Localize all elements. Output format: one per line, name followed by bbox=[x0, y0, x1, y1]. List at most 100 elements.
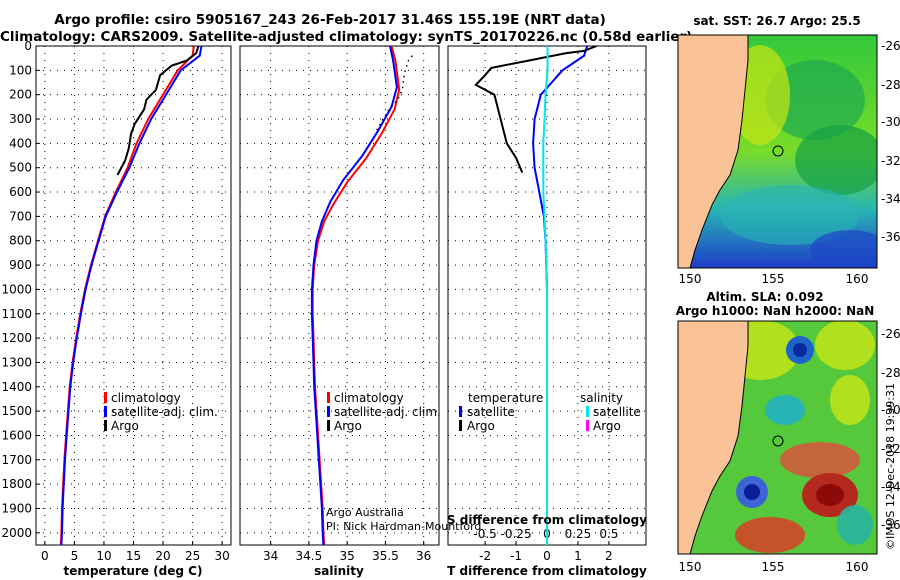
y-tick-label: 1600 bbox=[1, 428, 32, 442]
x-tick-label: 34 bbox=[263, 549, 278, 563]
legend-label-climatology: climatology bbox=[334, 391, 404, 405]
x-tick-label: -1 bbox=[510, 549, 522, 563]
map-lon-tick: 160 bbox=[846, 560, 869, 574]
map-lat-tick: -30 bbox=[881, 115, 900, 129]
legend-swatch-sal-satellite bbox=[586, 406, 589, 417]
series-line-argo-temperature bbox=[474, 45, 597, 173]
x-tick-label: 36 bbox=[416, 549, 431, 563]
sla-map: Altim. SLA: 0.092 Argo h1000: NaN h2000:… bbox=[676, 290, 900, 574]
map-lat-tick: -32 bbox=[881, 154, 900, 168]
x2-tick-label: 0.25 bbox=[565, 527, 592, 541]
axis-label-temperature: temperature (deg C) bbox=[64, 564, 203, 578]
legend-label-temp-argo: Argo bbox=[467, 419, 495, 433]
x-tick-label: 1 bbox=[574, 549, 582, 563]
x-tick-label: 15 bbox=[126, 549, 141, 563]
x-tick-label: 30 bbox=[214, 549, 229, 563]
map-lat-tick: -26 bbox=[881, 327, 900, 341]
legend-swatch-sal-argo bbox=[586, 420, 589, 431]
map-lat-tick: -30 bbox=[881, 403, 900, 417]
argo-float-marker bbox=[772, 435, 784, 447]
plot-title-line-1: Argo profile: csiro 5905167_243 26-Feb-2… bbox=[54, 12, 606, 28]
map-lat-tick: -32 bbox=[881, 442, 900, 456]
legend-swatch-satellite bbox=[104, 406, 107, 417]
y-tick-label: 1700 bbox=[1, 453, 32, 467]
map-lon-tick: 150 bbox=[679, 560, 702, 574]
y-tick-label: 1000 bbox=[1, 282, 32, 296]
y-tick-label: 600 bbox=[9, 185, 32, 199]
map-lon-tick: 160 bbox=[846, 272, 869, 286]
x-tick-label: 25 bbox=[185, 549, 200, 563]
y-tick-label: 500 bbox=[9, 161, 32, 175]
series-line-argo bbox=[116, 45, 200, 176]
sla-map-title-1: Altim. SLA: 0.092 bbox=[706, 290, 823, 304]
x2-tick-label: 0.5 bbox=[599, 527, 618, 541]
y-tick-label: 1500 bbox=[1, 404, 32, 418]
series-line-argo bbox=[375, 55, 413, 132]
x-tick-label: 35 bbox=[340, 549, 355, 563]
legend-label-climatology: climatology bbox=[111, 391, 181, 405]
map-lat-tick: -28 bbox=[881, 366, 900, 380]
sst-map: sat. SST: 26.7 Argo: 25.5 -26 -28 -30 -3… bbox=[677, 14, 900, 286]
y-tick-label: 300 bbox=[9, 112, 32, 126]
legend-label-satellite: satellite-adj. clim. bbox=[111, 405, 218, 419]
axis-label-s-difference: S difference from climatology bbox=[447, 513, 647, 527]
legend-label-argo: Argo bbox=[111, 419, 139, 433]
legend-label-satellite: satellite-adj. clim. bbox=[334, 405, 441, 419]
salinity-panel bbox=[239, 45, 440, 546]
x-tick-label: 0 bbox=[543, 549, 551, 563]
annotation-argo-australia: Argo Australia bbox=[326, 506, 404, 519]
legend-label-temp-satellite: satellite bbox=[467, 405, 515, 419]
series-line-salinity-satellite bbox=[542, 46, 549, 545]
y-tick-label: 800 bbox=[9, 234, 32, 248]
legend-swatch-climatology bbox=[104, 392, 107, 403]
argo-float-marker bbox=[772, 145, 784, 157]
map-lon-tick: 150 bbox=[679, 272, 702, 286]
x-tick-label: 35.5 bbox=[372, 549, 399, 563]
plot-title-line-2: Climatology: CARS2009. Satellite-adjuste… bbox=[0, 29, 693, 45]
map-lat-tick: -26 bbox=[881, 39, 900, 53]
legend-swatch-argo bbox=[327, 420, 330, 431]
legend-swatch-temp-satellite bbox=[459, 406, 462, 417]
y-tick-label: 1200 bbox=[1, 331, 32, 345]
x2-tick-label: -0.5 bbox=[473, 527, 496, 541]
annotation-pi: PI: Nick Hardman-Mountford bbox=[326, 520, 481, 533]
y-tick-label: 2000 bbox=[1, 526, 32, 540]
map-lon-tick: 155 bbox=[762, 560, 785, 574]
series-line-satellite-adj-clim- bbox=[60, 45, 203, 546]
legend-label-argo: Argo bbox=[334, 419, 362, 433]
x-tick-label: -2 bbox=[479, 549, 491, 563]
y-tick-label: 0 bbox=[24, 39, 32, 53]
legend-label-sal-argo: Argo bbox=[593, 419, 621, 433]
y-tick-label: 700 bbox=[9, 209, 32, 223]
x-tick-label: 0 bbox=[41, 549, 49, 563]
sst-map-title: sat. SST: 26.7 Argo: 25.5 bbox=[693, 14, 860, 28]
map-lat-tick: -34 bbox=[881, 480, 900, 494]
axis-label-t-difference: T difference from climatology bbox=[447, 564, 647, 578]
y-tick-label: 1400 bbox=[1, 380, 32, 394]
map-lat-tick: -36 bbox=[881, 230, 900, 244]
y-tick-label: 200 bbox=[9, 88, 32, 102]
series-line-satellite-adj-clim- bbox=[310, 45, 398, 546]
x-tick-label: 20 bbox=[155, 549, 170, 563]
map-lat-tick: -34 bbox=[881, 192, 900, 206]
y-tick-label: 400 bbox=[9, 136, 32, 150]
x2-tick-label: -0.25 bbox=[501, 527, 532, 541]
legend-swatch-climatology bbox=[327, 392, 330, 403]
y-tick-label: 1300 bbox=[1, 355, 32, 369]
axis-label-salinity: salinity bbox=[314, 564, 364, 578]
imos-timestamp: ©IMOS 12-Dec-2018 19:39:31 bbox=[884, 383, 897, 550]
legend-title-temperature: temperature bbox=[468, 391, 543, 405]
legend-title-salinity: salinity bbox=[580, 391, 623, 405]
map-lat-tick: -28 bbox=[881, 78, 900, 92]
legend-label-sal-satellite: satellite bbox=[593, 405, 641, 419]
x-tick-label: 5 bbox=[71, 549, 79, 563]
y-tick-label: 1900 bbox=[1, 501, 32, 515]
y-tick-label: 100 bbox=[9, 63, 32, 77]
x-tick-label: 34.5 bbox=[296, 549, 323, 563]
map-lat-tick: -36 bbox=[881, 518, 900, 532]
map-lon-tick: 155 bbox=[762, 272, 785, 286]
legend-swatch-satellite bbox=[327, 406, 330, 417]
y-tick-label: 900 bbox=[9, 258, 32, 272]
legend-swatch-argo bbox=[104, 420, 107, 431]
